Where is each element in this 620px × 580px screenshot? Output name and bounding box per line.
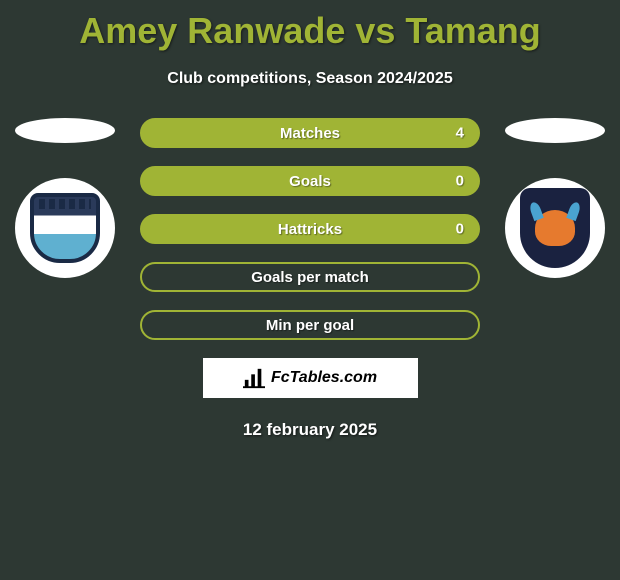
site-attribution[interactable]: FcTables.com [203,358,418,398]
snapshot-date: 12 february 2025 [0,420,620,440]
stat-value-right: 0 [456,173,464,190]
stat-value-right: 0 [456,221,464,238]
stat-label: Goals per match [251,269,369,286]
stat-label: Goals [289,173,331,190]
stat-label: Hattricks [278,221,342,238]
club-crest-icon [30,193,100,263]
stat-row-matches: Matches 4 [140,118,480,148]
bar-chart-icon [243,367,265,389]
left-player-slot [15,118,115,143]
mumbai-city-badge [15,178,115,278]
club-crest-icon [520,188,590,268]
stat-row-min-per-goal: Min per goal [140,310,480,340]
stat-label: Min per goal [266,317,354,334]
right-player-col [505,118,605,278]
page-subtitle: Club competitions, Season 2024/2025 [0,70,620,88]
stat-rows: Matches 4 Goals 0 Hattricks 0 Goals per … [140,118,480,340]
page-title: Amey Ranwade vs Tamang [0,0,620,52]
stat-row-goals: Goals 0 [140,166,480,196]
right-player-slot [505,118,605,143]
site-name: FcTables.com [271,369,377,387]
fc-goa-badge [505,178,605,278]
stat-row-goals-per-match: Goals per match [140,262,480,292]
comparison-row: Matches 4 Goals 0 Hattricks 0 Goals per … [0,118,620,340]
stat-value-right: 4 [456,125,464,142]
left-player-col [15,118,115,278]
bull-icon [535,210,575,246]
stat-label: Matches [280,125,340,142]
stat-row-hattricks: Hattricks 0 [140,214,480,244]
